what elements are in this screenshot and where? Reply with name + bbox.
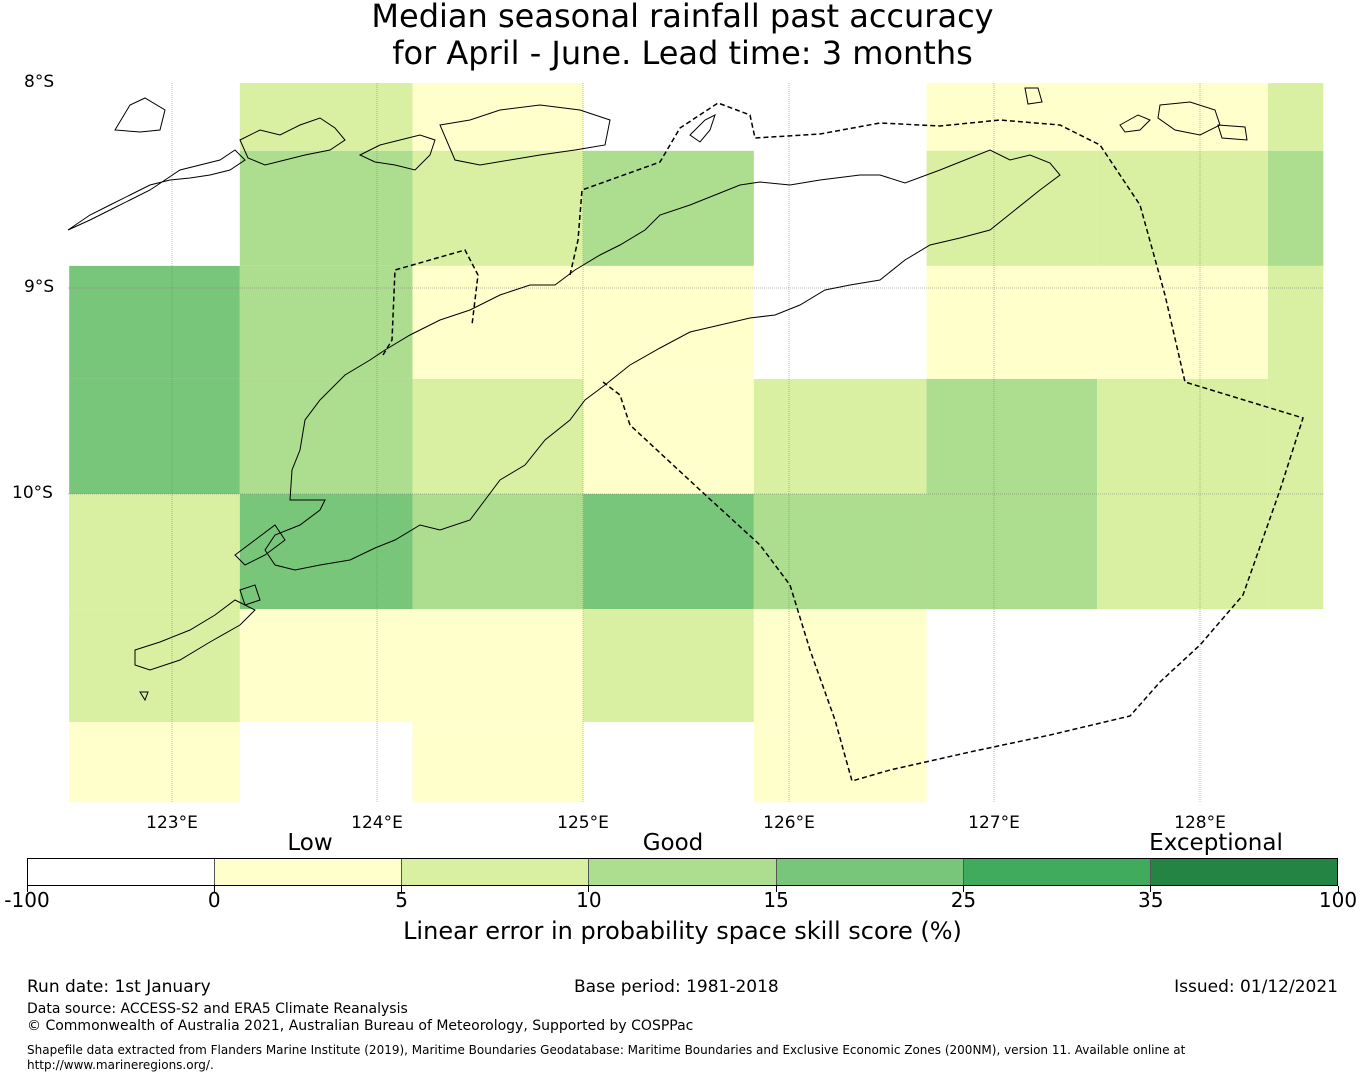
colorbar-tick	[401, 886, 403, 892]
copyright-notice: © Commonwealth of Australia 2021, Austra…	[27, 1018, 694, 1034]
skill-cell	[1267, 494, 1324, 610]
colorbar	[27, 858, 1338, 886]
colorbar-segment	[776, 859, 964, 885]
skill-cell	[239, 83, 413, 151]
skill-cell	[926, 83, 1098, 151]
lon-label-127e: 127°E	[968, 813, 1020, 833]
shapefile-credit-line-1: Shapefile data extracted from Flanders M…	[27, 1043, 1186, 1057]
skill-cell	[583, 265, 754, 379]
lon-label-128e: 128°E	[1174, 813, 1226, 833]
colorbar-tick-label: 25	[950, 888, 977, 912]
colorbar-segment	[1150, 859, 1337, 885]
skill-cell	[1097, 494, 1268, 610]
skill-cell	[583, 609, 754, 723]
issued-date: Issued: 01/12/2021	[1174, 977, 1338, 997]
skill-cell	[583, 378, 754, 494]
skill-grid-cells	[69, 83, 1324, 803]
colorbar-tick-label: -100	[4, 888, 50, 912]
map-title-line-2: for April - June. Lead time: 3 months	[392, 34, 973, 72]
skill-cell	[926, 150, 1098, 266]
lat-label-10s: 10°S	[12, 483, 53, 503]
colorbar-tick	[775, 886, 777, 892]
skill-cell	[69, 378, 240, 494]
lon-label-124e: 124°E	[351, 813, 403, 833]
skill-cell	[239, 609, 413, 723]
skill-cell	[926, 265, 1098, 379]
lat-label-9s: 9°S	[24, 277, 55, 297]
skill-cell	[69, 494, 240, 610]
skill-cell	[1097, 83, 1268, 151]
skill-cell	[753, 609, 927, 723]
skill-cell	[753, 378, 927, 494]
lat-label-8s: 8°S	[24, 72, 55, 92]
colorbar-tick	[213, 886, 215, 892]
coastline-outlines	[67, 87, 1248, 702]
colorbar-segment	[402, 859, 590, 885]
skill-cell	[69, 722, 240, 803]
lon-label-123e: 123°E	[146, 813, 198, 833]
skill-cell	[239, 494, 413, 610]
category-good-label: Good	[642, 830, 704, 856]
skill-cell	[1267, 150, 1324, 266]
skill-cell	[1097, 150, 1268, 266]
colorbar-tick-label: 100	[1318, 888, 1358, 912]
base-period: Base period: 1981-2018	[574, 977, 779, 997]
colorbar-tick	[26, 886, 28, 892]
colorbar-tick	[962, 886, 964, 892]
skill-cell	[412, 150, 584, 266]
colorbar-tick-label: 15	[763, 888, 789, 912]
skill-cell	[412, 609, 584, 723]
colorbar-tick	[1150, 886, 1152, 892]
skill-cell	[1097, 265, 1268, 379]
shapefile-credit-line-2: http://www.marineregions.org/.	[27, 1058, 214, 1072]
skill-cell	[69, 265, 240, 379]
skill-cell	[926, 494, 1098, 610]
skill-cell	[412, 83, 584, 151]
skill-cell	[239, 150, 413, 266]
colorbar-segment	[215, 859, 403, 885]
skill-cell	[412, 378, 584, 494]
colorbar-tick	[1337, 886, 1339, 892]
category-exceptional-label: Exceptional	[1149, 830, 1283, 856]
skill-cell	[753, 722, 927, 803]
lon-label-125e: 125°E	[557, 813, 609, 833]
skill-cell	[926, 378, 1098, 494]
colorbar-tick	[588, 886, 590, 892]
skill-cell	[69, 609, 240, 723]
run-date: Run date: 1st January	[27, 977, 211, 997]
skill-cell	[239, 265, 413, 379]
maritime-boundary-dashed	[382, 102, 1304, 782]
colorbar-tick-label: 35	[1137, 888, 1164, 912]
skill-cell	[753, 494, 927, 610]
skill-cell	[412, 494, 584, 610]
colorbar-tick-label: 10	[576, 888, 602, 912]
colorbar-segment	[589, 859, 777, 885]
colorbar-segment	[963, 859, 1151, 885]
skill-cell	[583, 494, 754, 610]
skill-cell	[1267, 83, 1324, 151]
colorbar-segment	[28, 859, 216, 885]
colorbar-axis-label: Linear error in probability space skill …	[403, 917, 962, 945]
lon-label-126e: 126°E	[763, 813, 815, 833]
map-title-line-1: Median seasonal rainfall past accuracy	[371, 0, 994, 35]
category-low-label: Low	[287, 830, 333, 856]
skill-cell	[239, 378, 413, 494]
colorbar-tick-label: 0	[207, 888, 221, 912]
skill-score-map	[67, 83, 1324, 803]
graticule-lines	[68, 83, 1324, 803]
skill-cell	[1097, 378, 1268, 494]
skill-cell	[412, 722, 584, 803]
data-source: Data source: ACCESS-S2 and ERA5 Climate …	[27, 1001, 408, 1017]
skill-cell	[1267, 378, 1324, 494]
colorbar-tick-label: 5	[395, 888, 408, 912]
skill-cell	[1267, 265, 1324, 379]
skill-cell	[583, 150, 754, 266]
